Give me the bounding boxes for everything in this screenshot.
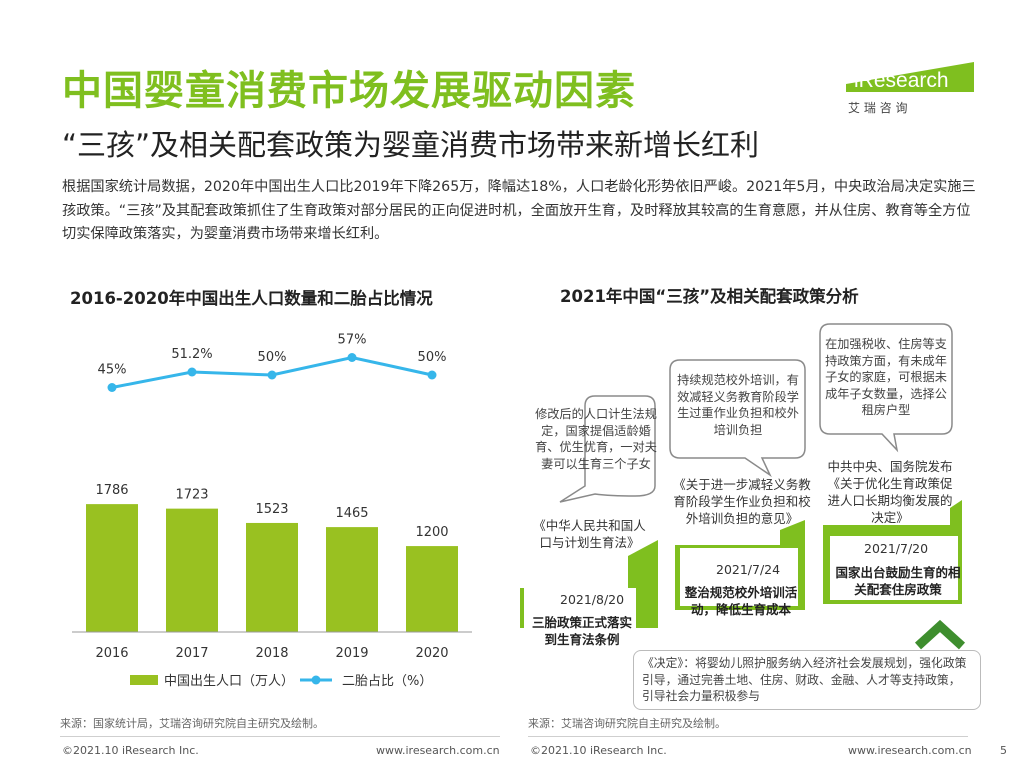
- bar-label-2016: 1786: [95, 483, 128, 498]
- x-axis-labels: 2016 2017 2018 2019 2020: [95, 646, 448, 661]
- footer-divider-left: [60, 736, 500, 737]
- line-label-2017: 51.2%: [171, 347, 212, 362]
- chart-title: 2016-2020年中国出生人口数量和二胎占比情况: [70, 289, 433, 308]
- legend-bar-label: 中国出生人口（万人）: [164, 674, 294, 689]
- footer-divider-right: [528, 736, 968, 737]
- footer-copyright-right: ©2021.10 iResearch Inc.: [530, 744, 667, 757]
- bar-2018: [246, 522, 298, 632]
- line-point-2019: [347, 353, 357, 362]
- bubble-text-3: 在加强税收、住房等支持政策方面，有未成年子女的家庭，可根据未成年子女数量，选择公…: [825, 337, 947, 417]
- bar-value-labels: 1786 1723 1523 1465 1200: [95, 483, 448, 540]
- decision-note: 《决定》：将婴幼儿照护服务纳入经济社会发展规划，强化政策引导，通过完善土地、住房…: [633, 650, 981, 710]
- logo-subtext: 艾 瑞 咨 询: [848, 100, 907, 115]
- footer-copyright-left: ©2021.10 iResearch Inc.: [62, 744, 199, 757]
- bar-series: [86, 504, 458, 632]
- legend-bar-swatch: [130, 675, 158, 685]
- step-3-event: 国家出台鼓励生育的相关配套住房政策: [835, 565, 961, 597]
- bar-2016: [86, 504, 138, 632]
- logo-text: iResearch: [854, 69, 949, 92]
- line-series: 45% 51.2% 50% 57% 50%: [98, 333, 447, 392]
- chevron-up-icon: [914, 619, 966, 650]
- line-point-2020: [427, 370, 437, 380]
- step-3-doc: 中共中央、国务院发布《关于优化生育政策促进人口长期均衡发展的决定》: [827, 459, 953, 525]
- right-source: 来源：艾瑞咨询研究院自主研究及绘制。: [528, 717, 726, 730]
- step-1-date: 2021/8/20: [560, 592, 625, 607]
- bar-2017: [166, 508, 218, 632]
- line-label-2016: 45%: [98, 363, 127, 378]
- step-1-event: 三胎政策正式落实到生育法条例: [531, 615, 632, 647]
- step-label-bg-1: [524, 588, 636, 644]
- left-source: 来源：国家统计局，艾瑞咨询研究院自主研究及绘制。: [60, 717, 324, 730]
- birth-chart: 1786 1723 1523 1465 1200 45% 51.2% 50% 57% 50% 2…: [72, 333, 472, 689]
- bubble-outline-2: [669, 359, 806, 478]
- logo-banner-shape: [846, 62, 974, 92]
- iresearch-logo: iResearch 艾 瑞 咨 询: [846, 62, 974, 115]
- bar-2019: [326, 527, 378, 632]
- line-label-2020: 50%: [418, 350, 447, 365]
- bubble-outline-3: [819, 323, 953, 453]
- bubble-outline-1: [559, 395, 656, 503]
- bubble-text-2: 持续规范校外培训，有效减轻义务教育阶段学生过重作业负担和校外培训负担: [677, 373, 799, 437]
- step-3-date: 2021/7/20: [864, 541, 929, 556]
- bar-2020: [406, 546, 458, 632]
- x-tick-2018: 2018: [255, 646, 288, 661]
- bubble-text-1: 修改后的人口计生法规定，国家提倡适龄婚育、优生优育，一对夫妻可以生育三个子女: [535, 407, 657, 471]
- step-2-doc: 《关于进一步减轻义务教育阶段学生作业负担和校外培训负担的意见》: [673, 477, 811, 526]
- page-subtitle: “三孩”及相关配套政策为婴童消费市场带来新增长红利: [62, 128, 760, 162]
- step-2-date: 2021/7/24: [716, 562, 781, 577]
- line-point-2017: [187, 367, 197, 377]
- line-label-2019: 57%: [338, 333, 367, 348]
- step-1-doc: 《中华人民共和国人口与计划生育法》: [533, 518, 646, 550]
- bar-label-2017: 1723: [175, 488, 208, 503]
- legend-line-label: 二胎占比（%）: [342, 674, 432, 689]
- bar-label-2020: 1200: [415, 525, 448, 540]
- x-tick-2016: 2016: [95, 646, 128, 661]
- line-point-2016: [107, 383, 117, 392]
- bar-label-2019: 1465: [335, 506, 368, 521]
- line-label-2018: 50%: [258, 350, 287, 365]
- bar-label-2018: 1523: [255, 502, 288, 517]
- x-tick-2019: 2019: [335, 646, 368, 661]
- x-tick-2020: 2020: [415, 646, 448, 661]
- step-label-bg-3: [830, 536, 958, 600]
- intro-paragraph: 根据国家统计局数据，2020年中国出生人口比2019年下降265万，降幅达18%…: [62, 179, 976, 242]
- page-title: 中国婴童消费市场发展驱动因素: [62, 68, 636, 114]
- step-2-event: 整治规范校外培训活动，降低生育成本: [684, 585, 798, 617]
- footer-url-right[interactable]: www.iresearch.com.cn: [848, 744, 972, 757]
- policy-title: 2021年中国“三孩”及相关配套政策分析: [560, 287, 859, 306]
- footer-url-left[interactable]: www.iresearch.com.cn: [376, 744, 500, 757]
- legend-line-marker: [311, 675, 321, 685]
- x-tick-2017: 2017: [175, 646, 208, 661]
- chart-legend: 中国出生人口（万人） 二胎占比（%）: [130, 674, 432, 689]
- policy-graphics: [520, 323, 966, 650]
- line-point-2018: [267, 370, 277, 380]
- page-number: 5: [1000, 744, 1007, 757]
- step-label-bg-2: [680, 548, 798, 606]
